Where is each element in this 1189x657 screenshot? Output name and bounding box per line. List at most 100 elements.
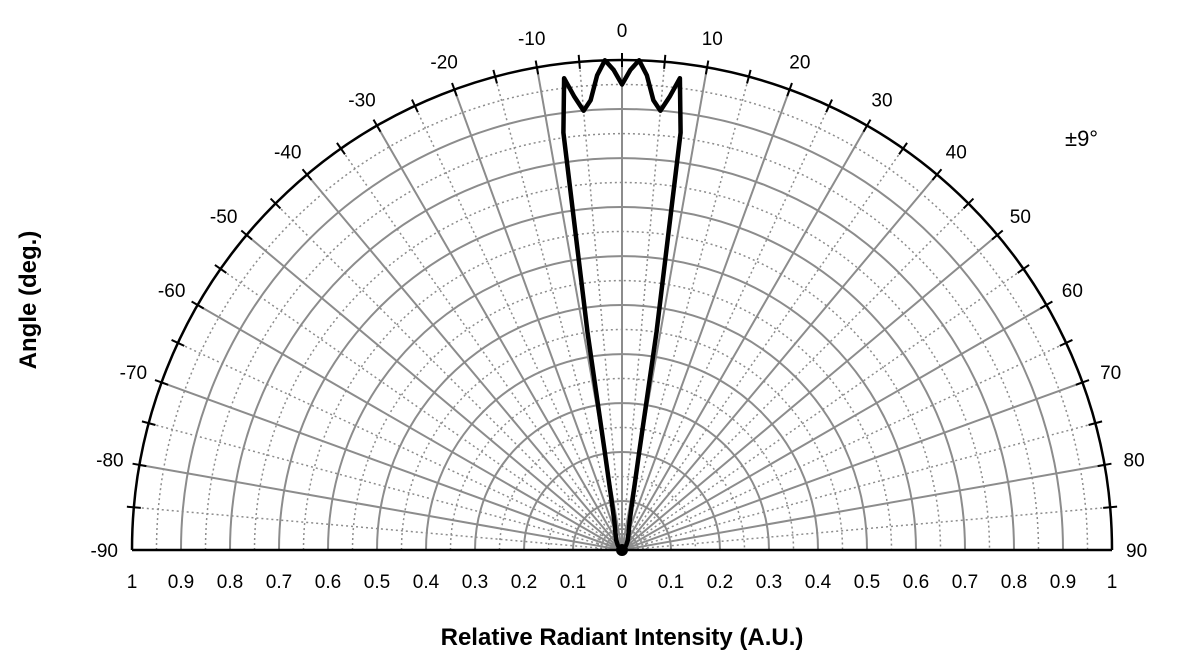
- grid-spoke: [621, 463, 1105, 551]
- angle-tick-label: 70: [1100, 363, 1121, 384]
- angle-tick-mark: [411, 99, 419, 113]
- grid-spoke: [453, 89, 623, 551]
- radial-tick-label: 0.3: [756, 572, 782, 593]
- grid-spoke: [197, 304, 623, 551]
- grid-spoke: [306, 173, 623, 551]
- radial-tick-label: 0.1: [560, 572, 586, 593]
- radial-tick-label: 1: [1107, 572, 1118, 593]
- grid-spoke: [621, 304, 1047, 551]
- radial-tick-label: 0.2: [511, 572, 537, 593]
- angle-tick-mark: [991, 229, 1004, 241]
- grid-ring-minor: [449, 377, 795, 551]
- angle-tick-mark: [451, 82, 458, 97]
- angle-tick-label: 20: [789, 52, 810, 73]
- angle-tick-label: -20: [430, 52, 457, 73]
- angle-tick-label: -90: [91, 541, 118, 562]
- radial-tick-label: 0.6: [903, 572, 929, 593]
- angle-tick-mark: [269, 197, 282, 210]
- radial-tick-label: 0.5: [854, 572, 880, 593]
- angle-tick-mark: [126, 505, 141, 509]
- angle-tick-label: -30: [348, 91, 375, 112]
- radial-tick-label: 1: [127, 572, 138, 593]
- angle-tick-label: -50: [210, 207, 237, 228]
- grid-spoke-minor: [494, 76, 623, 551]
- grid-spoke: [139, 463, 623, 551]
- angle-tick-mark: [1103, 505, 1118, 509]
- series-layer: [561, 58, 683, 556]
- angle-tick-mark: [931, 168, 943, 181]
- grid-spoke: [161, 381, 623, 551]
- angle-tick-label: -80: [96, 451, 123, 472]
- angle-tick-label: 90: [1126, 541, 1147, 562]
- x-axis-title: Relative Radiant Intensity (A.U.): [441, 624, 804, 651]
- angle-tick-label: -70: [120, 363, 147, 384]
- grid-ring-minor: [351, 279, 893, 551]
- angle-tick-mark: [492, 69, 498, 84]
- angle-tick-mark: [786, 82, 793, 97]
- angle-tick-mark: [746, 69, 752, 84]
- angle-tick-mark: [898, 142, 908, 155]
- angle-tick-mark: [372, 119, 382, 133]
- angle-tick-label: -40: [274, 143, 301, 164]
- angle-tick-mark: [1017, 264, 1030, 274]
- grid-ring-minor: [498, 426, 746, 551]
- radial-tick-label: 0.8: [217, 572, 243, 593]
- angle-tick-label: 40: [946, 143, 967, 164]
- angle-tick-labels: -90 -80 -70 -60 -50 -40 -30 -20 -10 0 10 20 30 40 50 60…: [91, 21, 1148, 562]
- angle-tick-mark: [1088, 420, 1103, 426]
- angle-tick-label: 10: [702, 29, 723, 50]
- grid-solid-layer: [139, 60, 1105, 551]
- angle-tick-label: 60: [1062, 281, 1083, 302]
- grid-spoke: [245, 234, 623, 551]
- y-axis-title: Angle (deg.): [15, 231, 42, 370]
- grid-ring-minor: [596, 524, 648, 551]
- radial-tick-labels: 1 0.9 0.8 0.7 0.6 0.5 0.4 0.3 0.2 0.1 0 0.1 0.2 0.3 0.…: [127, 572, 1118, 593]
- angle-tick-mark: [962, 197, 975, 210]
- grid-spoke: [621, 173, 938, 551]
- grid-spoke: [376, 125, 623, 551]
- angle-tick-mark: [214, 264, 227, 274]
- grid-spoke: [621, 89, 791, 551]
- radial-tick-label: 0: [617, 572, 628, 593]
- grid-ring-minor: [204, 132, 1040, 551]
- angle-tick-mark: [301, 168, 313, 181]
- beam-angle-note: ±9°: [1065, 126, 1098, 151]
- angle-tick-mark: [240, 229, 253, 241]
- grid-spoke-minor: [148, 422, 623, 551]
- grid-spoke: [621, 234, 999, 551]
- grid-spoke: [621, 125, 868, 551]
- radial-tick-label: 0.7: [952, 572, 978, 593]
- angle-tick-label: 30: [871, 91, 892, 112]
- angle-tick-mark: [171, 339, 185, 347]
- angle-tick-mark: [862, 119, 872, 133]
- radial-tick-label: 0.6: [315, 572, 341, 593]
- angle-tick-label: -10: [518, 29, 545, 50]
- radial-tick-label: 0.7: [266, 572, 292, 593]
- angle-tick-mark: [1097, 462, 1112, 468]
- radial-tick-label: 0.4: [805, 572, 832, 593]
- angle-tick-mark: [577, 54, 581, 69]
- angle-tick-mark: [1075, 379, 1090, 386]
- radial-tick-label: 0.9: [1050, 572, 1076, 593]
- angle-tick-label: -60: [158, 281, 185, 302]
- grid-ring-minor: [253, 181, 991, 551]
- angle-tick-mark: [534, 60, 540, 75]
- angle-tick-mark: [825, 99, 833, 113]
- angle-tick-mark: [141, 420, 156, 426]
- radial-tick-label: 0.9: [168, 572, 194, 593]
- radial-tick-label: 0.3: [462, 572, 488, 593]
- angle-tick-label: 0: [617, 21, 628, 42]
- angle-tick-mark: [1059, 339, 1073, 347]
- radial-tick-label: 0.5: [364, 572, 390, 593]
- angle-tick-mark: [132, 462, 147, 468]
- angle-tick-mark: [663, 54, 667, 69]
- angle-tick-mark: [704, 60, 710, 75]
- angle-tick-label: 80: [1124, 451, 1145, 472]
- angle-tick-mark: [336, 142, 346, 155]
- angle-tick-mark: [154, 379, 169, 386]
- grid-spoke: [621, 381, 1083, 551]
- radial-tick-label: 0.4: [413, 572, 440, 593]
- angle-tick-label: 50: [1010, 207, 1031, 228]
- origin-point: [616, 544, 628, 556]
